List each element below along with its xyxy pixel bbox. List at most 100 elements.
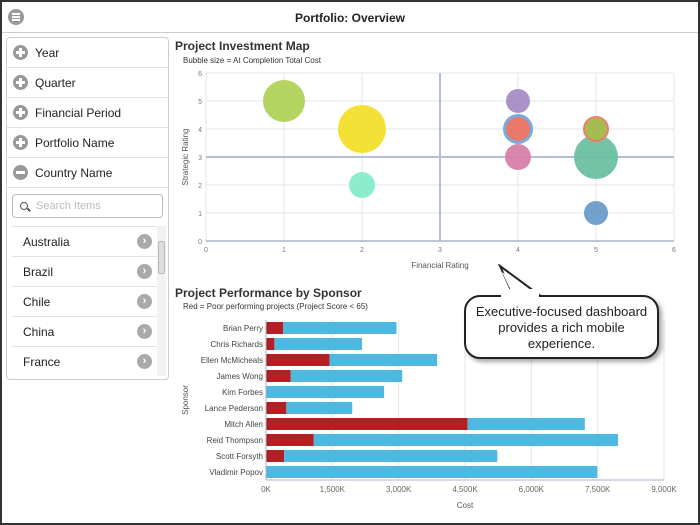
facet-financial-period[interactable]: Financial Period [7,98,168,128]
x-tick-label: 6 [672,247,676,254]
plus-icon [13,135,28,150]
callout-tail-join [501,289,539,299]
filter-sidebar: Year Quarter Financial Period Portfolio Nam… [6,37,169,380]
x-axis-label: Financial Rating [411,261,468,270]
bar-segment [313,434,619,446]
hamburger-icon[interactable] [8,9,24,25]
y-tick-label: Vladimir Popov [209,468,263,477]
y-axis-label: Sponsor [181,385,190,415]
x-tick-label: 6,000K [519,485,545,494]
bar-segment-poor [266,450,285,462]
y-tick-label: 5 [198,99,202,106]
facet-label: Country Name [35,165,113,180]
facet-label: Financial Period [35,105,122,120]
bar-segment [467,418,585,430]
list-item[interactable]: China › [12,316,157,346]
bubble-point [349,172,375,198]
x-tick-label: 2 [360,247,364,254]
search-input[interactable]: Search Items [12,194,163,218]
y-tick-label: James Wong [216,372,263,381]
plus-icon [13,105,28,120]
page-title: Portfolio: Overview [294,11,406,25]
bar-segment [266,386,385,398]
list-item[interactable]: Australia › [12,226,157,256]
country-label: Australia [23,234,70,249]
facet-label: Year [35,45,60,60]
bubble-chart: 0 1 2 3 4 5 6 0 1 2 3 4 5 6 Financial Rating Strategic … [181,71,676,270]
country-label: Chile [23,294,51,309]
facet-quarter[interactable]: Quarter [7,68,168,98]
chevron-right-icon[interactable]: › [137,264,152,279]
minus-icon [13,165,28,180]
plus-icon [13,45,28,60]
y-tick-label: 4 [198,127,202,134]
list-item[interactable]: France › [12,346,157,376]
x-tick-label: 0K [261,485,271,494]
chevron-right-icon[interactable]: › [137,354,152,369]
x-tick-label: 3,000K [386,485,412,494]
chevron-right-icon[interactable]: › [137,324,152,339]
bubble-point [584,201,608,225]
y-tick-label: 0 [198,239,202,246]
bar-chart: 0K 1,500K 3,000K 4,500K 6,000K 7,500K 9,000K Br… [181,320,677,510]
bar-segment-poor [266,354,330,366]
country-label: France [23,354,61,369]
y-tick-label: Brian Perry [223,324,263,333]
plus-icon [13,75,28,90]
y-tick-label: Ellen McMicheals [201,356,263,365]
x-tick-label: 4,500K [452,485,478,494]
facet-country-name[interactable]: Country Name [7,158,168,188]
scrollbar[interactable] [157,226,166,376]
y-tick-label: 6 [198,71,202,78]
x-tick-label: 9,000K [651,485,677,494]
x-tick-label: 7,500K [585,485,611,494]
list-item[interactable]: Chile › [12,286,157,316]
country-label: China [23,324,55,339]
list-item[interactable]: Brazil › [12,256,157,286]
y-tick-label: Kim Forbes [222,388,263,397]
y-tick-label: Chris Richards [211,340,263,349]
facet-label: Quarter [35,75,76,90]
search-placeholder: Search Items [36,200,101,212]
bubble-point [263,80,305,122]
x-tick-label: 5 [594,247,598,254]
bar-segment-poor [266,370,291,382]
bar-segment-poor [266,418,468,430]
bubble-point [338,105,386,153]
bar-segment [286,402,353,414]
bubble-chart-title: Project Investment Map [175,39,310,53]
bubble-point [505,144,531,170]
bubble-chart-subtitle: Bubble size = At Completion Total Cost [183,56,321,65]
facet-label: Portfolio Name [35,135,115,150]
bubble-point [506,89,530,113]
bar-segment-poor [266,338,275,350]
bar-segment-poor [266,402,287,414]
callout-bubble: Executive-focused dashboard provides a r… [464,295,659,359]
x-tick-label: 1 [282,247,286,254]
scrollbar-thumb[interactable] [158,241,165,274]
bar-segment [329,354,438,366]
bubble-point [506,117,530,141]
y-tick-label: Reid Thompson [207,436,263,445]
country-label: Brazil [23,264,54,279]
x-tick-label: 3 [438,247,442,254]
x-tick-label: 4 [516,247,520,254]
x-tick-label: 1,500K [320,485,346,494]
bubble-point [585,118,607,140]
facet-year[interactable]: Year [7,38,168,68]
bar-segment [266,466,598,478]
chevron-right-icon[interactable]: › [137,294,152,309]
bar-segment-poor [266,322,284,334]
y-tick-label: Scott Forsyth [216,452,263,461]
bar-segment [284,450,498,462]
x-tick-label: 0 [204,247,208,254]
bar-segment [274,338,362,350]
y-tick-label: Lance Pederson [205,404,263,413]
y-tick-label: 2 [198,183,202,190]
bar-segment [290,370,403,382]
header-bar: Portfolio: Overview [2,2,698,33]
y-tick-label: 3 [198,155,202,162]
facet-portfolio-name[interactable]: Portfolio Name [7,128,168,158]
chevron-right-icon[interactable]: › [137,234,152,249]
